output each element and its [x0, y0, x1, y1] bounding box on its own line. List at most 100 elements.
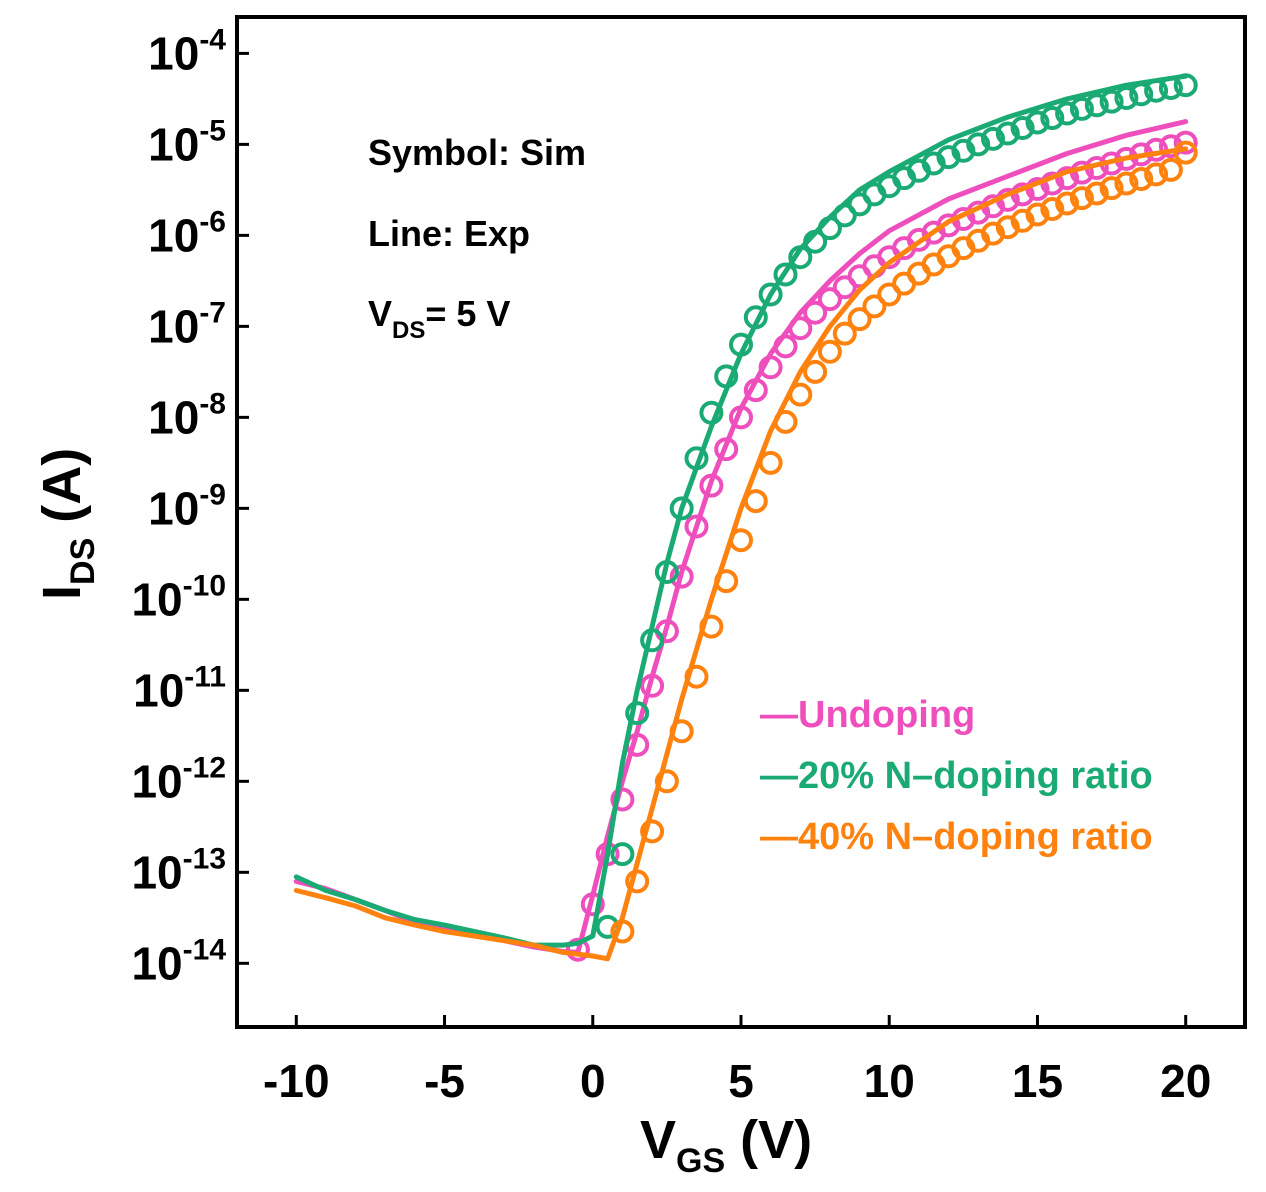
series-3-sim-point: [699, 614, 724, 639]
y-tick-label-exponent: -10: [183, 569, 226, 602]
series-3-sim-point: [788, 382, 813, 407]
series-2-sim-point: [1099, 89, 1124, 114]
x-axis-label-sub: GS: [676, 1142, 725, 1180]
series-1-sim-point: [714, 437, 739, 462]
series-1-sim-point: [640, 673, 665, 698]
series-1-sim-point: [565, 937, 590, 962]
y-tick-label: 10-6: [148, 205, 226, 261]
series-3-sim-point: [817, 339, 842, 364]
y-tick-label: 10-10: [131, 569, 226, 625]
y-axis-label-unit: (A): [32, 448, 92, 538]
y-tick-label-base: 10: [133, 664, 184, 716]
y-tick-label: 10-4: [148, 23, 226, 79]
series-2-sim-point: [817, 216, 842, 241]
series-3-sim-point: [1173, 140, 1198, 165]
series-2-sim-point: [714, 364, 739, 389]
series-2-sim-point: [640, 628, 665, 653]
series-3-sim-point: [654, 769, 679, 794]
series-2-sim-point: [743, 305, 768, 330]
series-2-sim-point: [1144, 78, 1169, 103]
series-1-sim-point: [580, 892, 605, 917]
series-2-sim-point: [625, 701, 650, 726]
series-2-sim-point: [610, 842, 635, 867]
series-1-sim-point: [817, 287, 842, 312]
series-2-sim-point: [758, 282, 783, 307]
series-2-sim-point: [773, 262, 798, 287]
y-tick-label-exponent: -12: [183, 751, 226, 784]
series-2-sim-point: [1010, 116, 1035, 140]
series-3-exp-line: [293, 146, 1189, 962]
series-3-sim-point: [1084, 181, 1109, 206]
legend: —Undoping —20% N–doping ratio —40% N–dop…: [760, 694, 1153, 858]
series-3-sim-point: [684, 664, 709, 689]
series-3-sim-point: [995, 215, 1020, 240]
annotation-vds: VDS= 5 V: [368, 293, 510, 344]
series-2: [293, 73, 1198, 948]
series-1-sim-point: [1173, 130, 1198, 155]
axes-layer: -10 -5 0 5 10 15 2010-410-510-610-710-810-910-…: [131, 23, 1211, 1107]
series-3-sim-point: [758, 450, 783, 475]
series-2-sim-point: [981, 126, 1005, 151]
y-tick-label-base: 10: [148, 482, 199, 534]
series-3-sim-point: [610, 919, 635, 944]
series-3-sim-point: [1025, 202, 1050, 227]
series-3-sim-point: [847, 307, 872, 332]
y-tick-label: 10-13: [131, 842, 226, 898]
y-axis-label-sub: DS: [64, 538, 102, 585]
series-2-sim-point: [921, 151, 946, 176]
x-axis-label-unit: (V): [725, 1110, 812, 1170]
series-2-sim-point: [1084, 93, 1109, 118]
annotation-vds-rest: = 5 V: [425, 293, 510, 334]
series-3: [293, 140, 1198, 962]
x-tick-label: 0: [580, 1055, 606, 1107]
y-tick-label-base: 10: [131, 573, 182, 625]
y-tick-label-exponent: -14: [183, 933, 227, 966]
series-3-sim-point: [1158, 157, 1183, 182]
series-3-sim-point: [1114, 171, 1139, 196]
series-2-exp-line: [293, 73, 1189, 948]
series-layer: [293, 73, 1198, 962]
series-3-sim-point: [1040, 197, 1065, 221]
series-2-sim-point: [684, 446, 709, 471]
series-2-sim-point: [1025, 110, 1050, 135]
series-3-sim-point: [625, 869, 650, 894]
y-tick-label-exponent: -4: [199, 23, 226, 56]
x-tick-label: 10: [864, 1055, 915, 1107]
series-3-sim-point: [1144, 162, 1169, 187]
y-tick-label-base: 10: [148, 27, 199, 79]
series-2-sim-point: [1040, 106, 1065, 130]
y-tick-label: 10-12: [131, 751, 226, 807]
y-tick-label-exponent: -7: [199, 296, 226, 329]
series-3-sim-point: [1010, 208, 1035, 233]
y-tick-label: 10-5: [148, 114, 226, 170]
y-tick-label-exponent: -13: [183, 842, 226, 875]
x-axis-label-main: V: [640, 1110, 676, 1170]
y-tick-label-base: 10: [148, 209, 199, 261]
series-3-sim-point: [1099, 176, 1124, 201]
series-1-sim-point: [669, 564, 694, 589]
y-tick-label-exponent: -9: [199, 478, 226, 511]
series-2-sim-point: [1129, 82, 1154, 107]
x-tick-label: 20: [1160, 1055, 1211, 1107]
series-2-sim-point: [832, 203, 857, 228]
series-3-sim-point: [1069, 186, 1094, 211]
x-axis-label: VGS (V): [640, 1110, 812, 1180]
series-3-sim-point: [1055, 191, 1080, 216]
series-2-sim-point: [1114, 86, 1139, 110]
series-1-sim-point: [758, 355, 783, 380]
series-2-sim-point: [1069, 96, 1094, 121]
series-2-sim-point: [1158, 76, 1183, 100]
legend-item-20pct: —20% N–doping ratio: [760, 755, 1153, 797]
y-tick-label-exponent: -6: [199, 205, 226, 238]
series-1-sim-point: [610, 787, 635, 812]
series-3-sim-point: [803, 359, 828, 384]
series-1-sim-point: [743, 378, 768, 403]
series-3-sim-point: [743, 489, 768, 514]
series-2-sim-point: [699, 400, 724, 425]
annotation-vds-sub: DS: [392, 317, 425, 344]
y-tick-label-base: 10: [148, 300, 199, 352]
y-tick-label-base: 10: [131, 937, 182, 989]
series-1-sim-point: [773, 334, 798, 359]
annotation-line: Line: Exp: [368, 213, 530, 254]
y-tick-label: 10-8: [148, 387, 226, 443]
